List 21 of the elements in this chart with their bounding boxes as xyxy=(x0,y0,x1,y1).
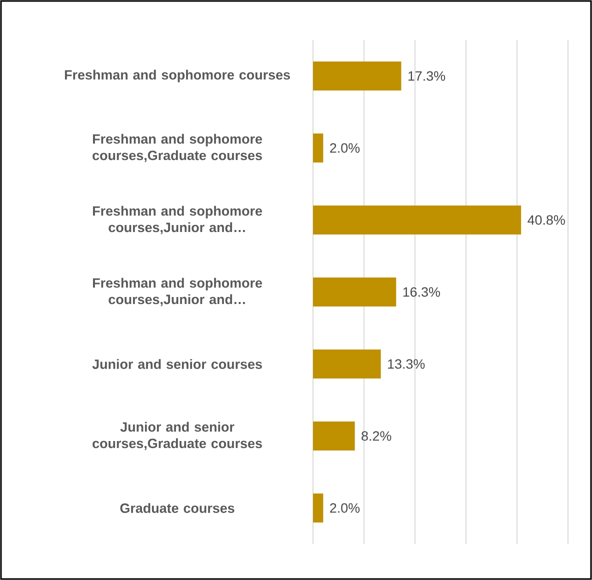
data-label: 2.0% xyxy=(330,143,360,153)
bar xyxy=(313,494,324,523)
y-tick-label: Freshman and sophomore courses,Junior and… xyxy=(93,206,262,234)
y-tick-label: Freshman and sophomore courses,Junior and… xyxy=(93,278,262,306)
data-label: 2.0% xyxy=(330,503,360,513)
y-tick-label: Freshman and sophomore courses,Graduate courses xyxy=(92,134,262,162)
bar xyxy=(313,350,381,379)
data-label: 8.2% xyxy=(362,431,392,441)
bar xyxy=(313,62,402,91)
y-tick-label: Freshman and sophomore courses xyxy=(64,70,290,82)
data-label: 16.3% xyxy=(403,287,440,297)
y-tick-label: Junior and senior courses,Graduate courses xyxy=(92,422,262,450)
bar xyxy=(313,206,522,235)
bar xyxy=(313,134,324,163)
y-tick-label: Graduate courses xyxy=(120,503,234,513)
data-label: 40.8% xyxy=(528,215,565,225)
bar xyxy=(313,422,355,451)
y-tick-label: Junior and senior courses xyxy=(92,359,262,369)
data-label: 17.3% xyxy=(408,71,446,81)
bar xyxy=(313,278,396,307)
data-label: 13.3% xyxy=(388,359,425,369)
